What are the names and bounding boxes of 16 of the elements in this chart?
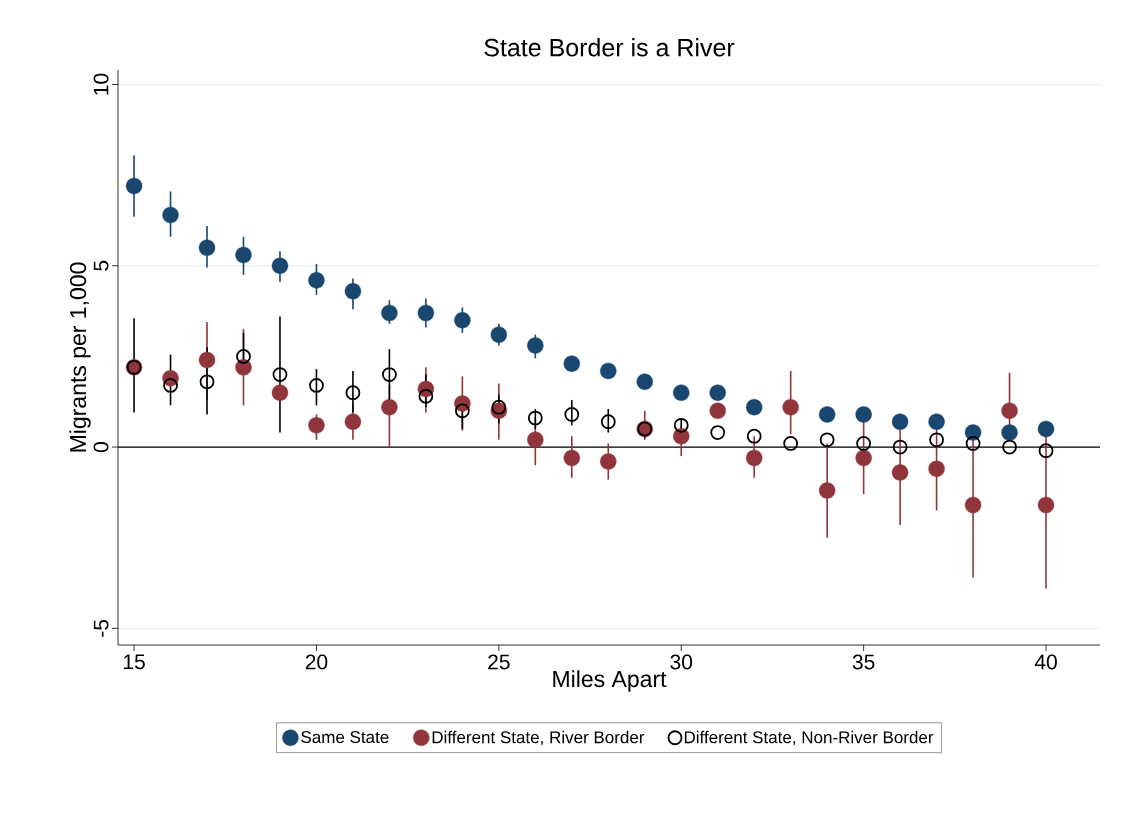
legend-label: Same State: [301, 731, 389, 744]
x-axis-title: Miles Apart: [553, 670, 667, 692]
legend-label: Different State, River Border: [432, 730, 645, 746]
y-tick-label: 0: [93, 442, 109, 453]
x-tick-label: 35: [852, 654, 875, 670]
y-tick-label: -5: [93, 619, 109, 637]
x-tick-label: 30: [670, 654, 693, 670]
x-tick-label: 15: [123, 654, 145, 670]
x-tick-label: 25: [488, 654, 510, 670]
y-tick-label: 5: [93, 260, 109, 271]
y-axis-title: Migrants per 1,000: [69, 262, 91, 452]
x-tick-label: 40: [1034, 654, 1057, 670]
x-tick-label: 20: [305, 654, 328, 670]
y-tick-label: 10: [93, 73, 109, 95]
legend-label: Different State, Non-River Border: [684, 730, 934, 746]
chart-title: State Border is a River: [484, 38, 735, 57]
